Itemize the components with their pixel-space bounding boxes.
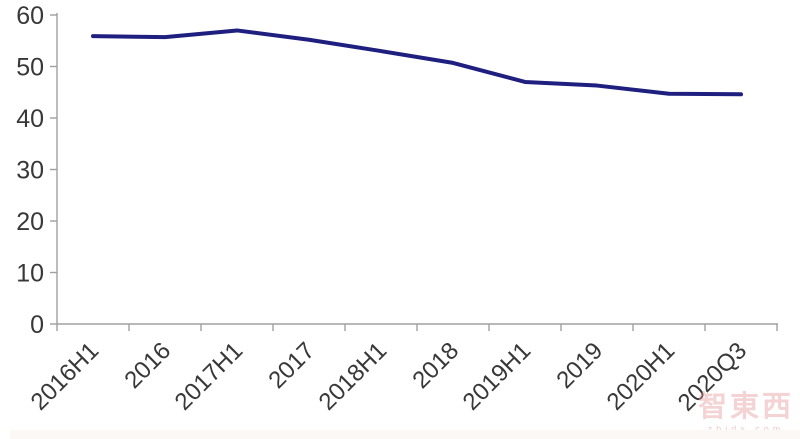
- y-axis-tick-label: 10: [16, 260, 44, 288]
- x-axis-tick-label: 2018: [407, 337, 464, 394]
- x-axis-tick-label: 2020Q3: [673, 337, 752, 416]
- y-axis-tick-label: 40: [16, 105, 44, 133]
- x-axis-tick-label: 2016: [119, 337, 176, 394]
- x-axis-tick-label: 2017H1: [170, 337, 249, 416]
- y-axis-tick-label: 30: [16, 157, 44, 185]
- y-axis-tick-label: 50: [16, 54, 44, 82]
- x-axis-tick-label: 2017: [263, 337, 320, 394]
- x-axis-tick-label: 2020H1: [602, 337, 681, 416]
- x-axis-tick-label: 2018H1: [314, 337, 393, 416]
- data-series-line: [91, 28, 743, 97]
- bottom-strip: [10, 430, 800, 439]
- x-axis-tick-label: 2019H1: [458, 337, 537, 416]
- y-axis-tick-label: 60: [16, 2, 44, 30]
- x-axis-tick-label: 2016H1: [26, 337, 105, 416]
- y-axis-tick-label: 0: [30, 311, 44, 339]
- x-axis-tick-label: 2019: [551, 337, 608, 394]
- y-axis-tick-label: 20: [16, 208, 44, 236]
